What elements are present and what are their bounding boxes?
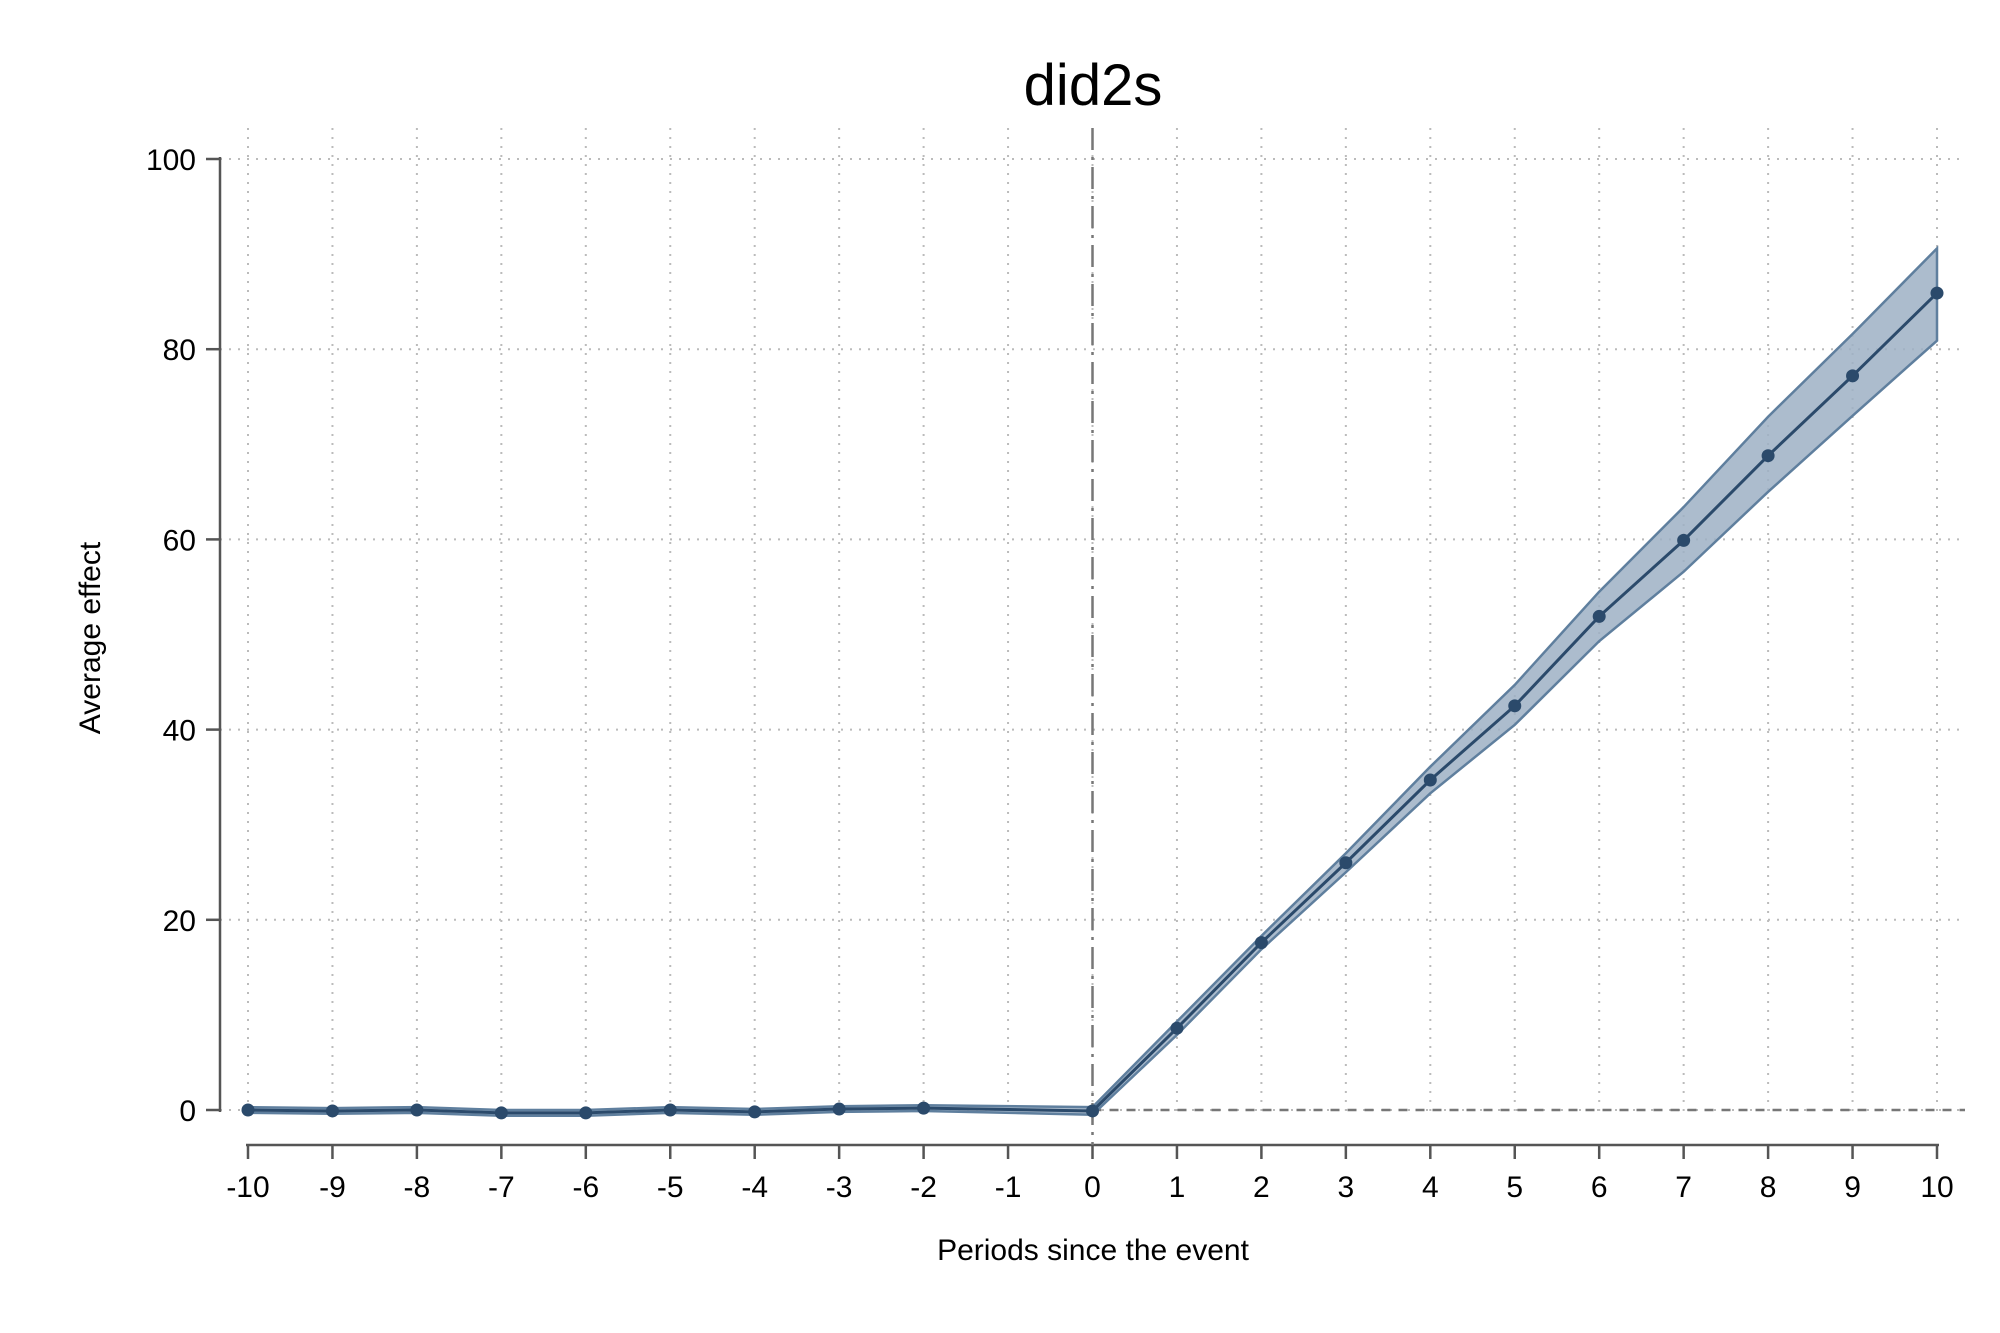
x-tick-label: 6	[1591, 1171, 1608, 1204]
series-layer	[241, 245, 1944, 1120]
x-tick-label: -6	[572, 1171, 599, 1204]
x-tick-label: -2	[910, 1171, 937, 1204]
estimate-point	[748, 1105, 762, 1119]
x-tick-label: -9	[319, 1171, 346, 1204]
estimate-point	[494, 1106, 508, 1120]
estimate-point	[1086, 1104, 1099, 1118]
x-tick-label: -3	[826, 1171, 853, 1204]
x-tick-label: 0	[1084, 1171, 1101, 1204]
y-axis-label: Average effect	[74, 541, 107, 734]
y-tick-label: 100	[146, 144, 196, 177]
x-tick-label: 2	[1253, 1171, 1270, 1204]
estimate-point	[832, 1102, 846, 1116]
y-tick-label: 0	[179, 1095, 196, 1128]
estimate-point	[325, 1104, 339, 1118]
x-tick-label: -7	[488, 1171, 515, 1204]
estimate-point	[241, 1103, 255, 1117]
x-tick-label: -8	[404, 1171, 431, 1204]
x-tick-label: 7	[1675, 1171, 1692, 1204]
x-tick-label: 3	[1338, 1171, 1355, 1204]
x-tick-label: 8	[1760, 1171, 1777, 1204]
estimate-point	[1254, 936, 1268, 950]
estimate-point	[1508, 699, 1522, 713]
confidence-band	[246, 245, 1939, 1117]
estimate-point	[917, 1101, 931, 1115]
estimate-line	[247, 292, 1939, 1115]
y-tick-label: 60	[163, 524, 196, 557]
y-tick-label: 40	[163, 715, 196, 748]
estimate-point	[1423, 773, 1437, 787]
estimate-point	[663, 1103, 677, 1117]
x-tick-label: 4	[1422, 1171, 1439, 1204]
y-tick-label: 80	[163, 334, 196, 367]
estimate-point	[579, 1106, 593, 1120]
estimate-point	[1170, 1021, 1184, 1035]
estimate-point	[1761, 449, 1775, 463]
estimate-point	[410, 1103, 424, 1117]
reference-lines	[1091, 128, 1965, 1145]
x-tick-label: -4	[741, 1171, 768, 1204]
estimate-point	[1930, 286, 1944, 300]
chart-title: did2s	[1024, 53, 1163, 118]
x-axis-label: Periods since the event	[937, 1234, 1250, 1267]
x-tick-label: 5	[1506, 1171, 1523, 1204]
x-tick-label: -10	[226, 1171, 269, 1204]
x-tick-label: -1	[995, 1171, 1022, 1204]
x-tick-label: 10	[1920, 1171, 1953, 1204]
estimate-point	[1592, 609, 1606, 623]
estimate-point	[1677, 533, 1691, 547]
x-tick-label: -5	[657, 1171, 684, 1204]
y-tick-label: 20	[163, 905, 196, 938]
estimate-point	[1846, 369, 1860, 383]
x-tick-label: 9	[1844, 1171, 1861, 1204]
x-tick-label: 1	[1169, 1171, 1186, 1204]
estimate-point	[1339, 856, 1353, 870]
axes	[206, 157, 1939, 1159]
